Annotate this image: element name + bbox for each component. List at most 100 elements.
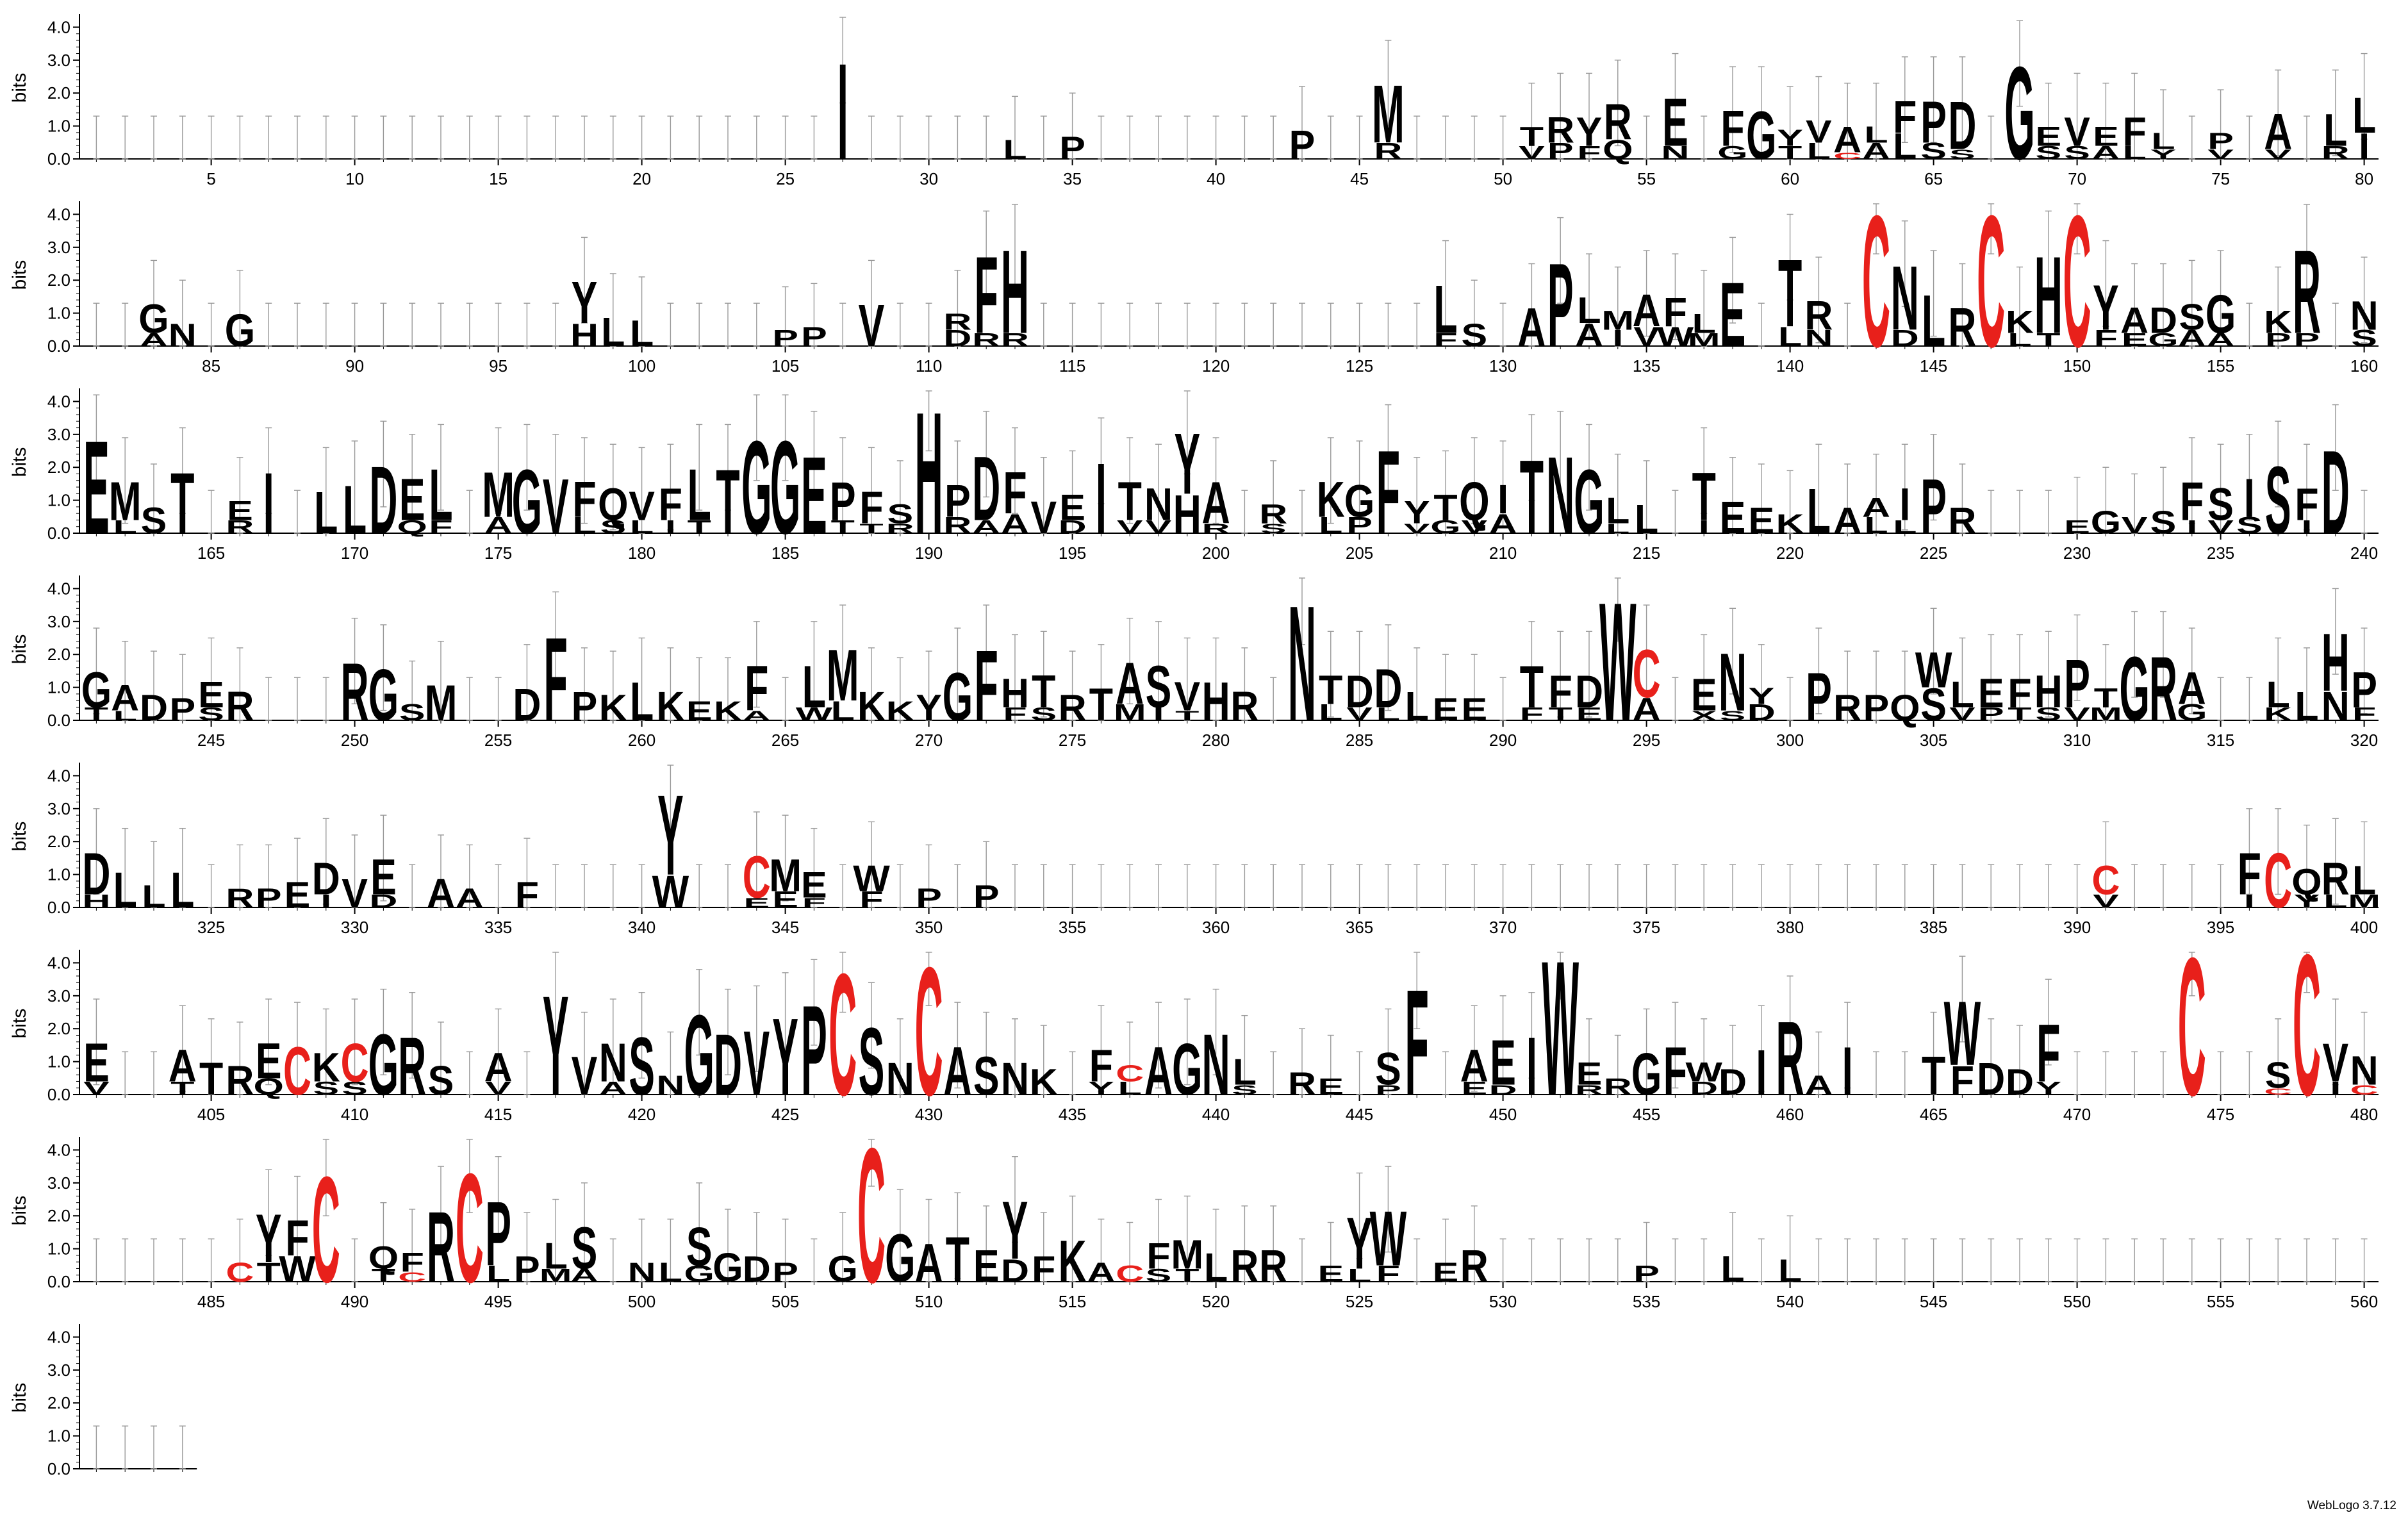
logo-letter: I	[1153, 704, 1164, 725]
logo-letter: R	[943, 513, 971, 538]
logo-letter: L	[2151, 128, 2175, 154]
logo-letter: V	[2322, 1032, 2348, 1093]
logo-letter: E	[1317, 1261, 1344, 1287]
x-tick-label: 380	[1776, 918, 1804, 937]
logo-letter: G	[2091, 504, 2121, 540]
logo-letter: Y	[2093, 272, 2119, 343]
x-tick-label: 340	[628, 918, 656, 937]
y-tick-label: 3.0	[47, 612, 70, 631]
logo-letter: W	[1915, 641, 1952, 698]
logo-letter: N	[886, 1054, 914, 1105]
logo-letter: G	[1717, 143, 1747, 163]
logo-letter: Y	[2035, 1079, 2061, 1099]
logo-letter: Y	[657, 772, 684, 899]
logo-letter: E	[1691, 670, 1717, 721]
logo-letter: A	[1862, 138, 1890, 164]
x-tick-label: 330	[341, 918, 368, 937]
logo-letter: E	[2064, 517, 2090, 538]
logo-letter: I	[837, 35, 848, 188]
logo-letter: P	[2294, 330, 2320, 351]
logo-letter: C	[857, 1107, 886, 1322]
y-tick-label: 3.0	[47, 986, 70, 1005]
logo-letter: V	[1461, 517, 1487, 538]
logo-letter: S	[2064, 143, 2090, 163]
x-tick-label: 345	[771, 918, 799, 937]
logo-letter: E	[370, 848, 397, 905]
logo-letter: N	[2321, 684, 2350, 730]
logo-letter: I	[263, 456, 274, 552]
logo-letter: L	[2008, 330, 2031, 351]
logo-letter: Y	[1777, 125, 1803, 151]
logo-letter: F	[1520, 704, 1544, 725]
logo-letter: Y	[2294, 891, 2320, 912]
logo-letter: P	[485, 1184, 511, 1286]
logo-letter: H	[1001, 226, 1029, 359]
logo-letter: L	[1233, 1052, 1257, 1093]
logo-letter: Y	[543, 967, 569, 1125]
logo-letter: I	[1497, 477, 1508, 523]
logo-letter: A	[2264, 103, 2292, 160]
logo-letter: T	[716, 452, 739, 554]
logo-letter: I	[2359, 126, 2370, 167]
logo-letter: V	[859, 292, 885, 359]
logo-letter: R	[1833, 688, 1861, 729]
logo-letter: S	[198, 704, 224, 725]
x-tick-label: 455	[1633, 1105, 1660, 1124]
logo-letter: T	[2094, 682, 2118, 713]
logo-letter: P	[2207, 128, 2234, 154]
logo-letter: M	[1114, 700, 1146, 725]
logo-letter: A	[1833, 500, 1861, 542]
logo-letter: C	[2350, 1082, 2379, 1098]
logo-letter: E	[1490, 1027, 1516, 1098]
logo-letter: F	[745, 652, 768, 724]
x-tick-label: 95	[489, 356, 507, 376]
logo-letter: P	[1920, 88, 1947, 155]
x-tick-label: 425	[771, 1105, 799, 1124]
logo-letter: G	[1574, 452, 1604, 554]
x-tick-label: 170	[341, 543, 368, 563]
x-tick-label: 185	[771, 543, 799, 563]
logo-letter: T	[1778, 240, 1802, 347]
logo-letter: G	[368, 1017, 399, 1114]
logo-letter: C	[1116, 1061, 1144, 1086]
logo-letter: R	[1948, 297, 1976, 358]
logo-letter: W	[1685, 1057, 1722, 1088]
logo-letter: Y	[772, 997, 798, 1119]
logo-letter: S	[686, 1216, 713, 1277]
logo-letter: F	[1089, 1041, 1113, 1092]
logo-letter: M	[425, 675, 458, 731]
x-tick-label: 285	[1346, 731, 1373, 750]
logo-letter: L	[113, 708, 137, 724]
logo-letter: S	[572, 1215, 598, 1282]
logo-letter: A	[111, 677, 139, 718]
logo-letter: G	[2177, 700, 2207, 725]
logo-letter: D	[82, 841, 110, 907]
logo-letter: A	[599, 1079, 627, 1099]
logo-letter: F	[2094, 326, 2118, 351]
logo-letter: N	[628, 1257, 656, 1288]
logo-letter: F	[400, 1247, 424, 1278]
y-tick-label: 2.0	[47, 458, 70, 477]
logo-letter: K	[714, 696, 742, 727]
logo-letter: L	[1405, 684, 1429, 730]
logo-letter: G	[684, 991, 714, 1119]
logo-letter: Q	[368, 1240, 399, 1276]
logo-letter: T	[1433, 487, 1457, 528]
logo-letter: P	[1633, 1261, 1660, 1287]
logo-letter: L	[142, 879, 165, 914]
logo-letter: C	[2091, 857, 2120, 904]
logo-letter: E	[973, 1241, 1000, 1293]
logo-letter: L	[429, 454, 452, 536]
logo-letter: S	[342, 1079, 368, 1099]
logo-letter: K	[886, 696, 914, 727]
x-tick-label: 65	[1924, 169, 1943, 188]
x-tick-label: 310	[2063, 731, 2091, 750]
x-tick-label: 90	[345, 356, 364, 376]
logo-letter: N	[1546, 435, 1574, 558]
x-tick-label: 515	[1059, 1292, 1086, 1311]
logo-letter: G	[713, 1245, 743, 1291]
x-tick-label: 255	[484, 731, 512, 750]
logo-letter: Y	[1748, 683, 1774, 709]
logo-letter: F	[1433, 330, 1457, 351]
